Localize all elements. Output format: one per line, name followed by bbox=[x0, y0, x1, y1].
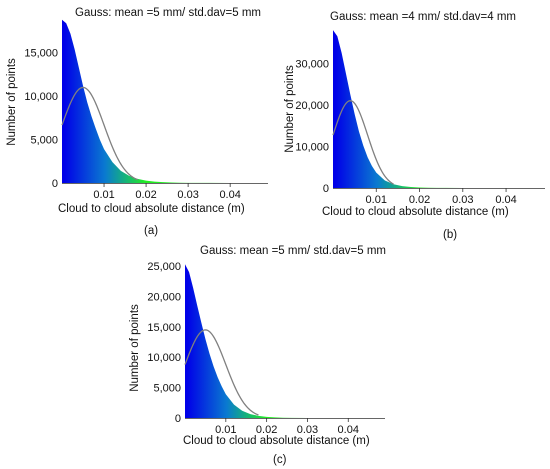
y-tick-label: 0 bbox=[323, 183, 329, 195]
y-tick-label: 10,000 bbox=[24, 91, 58, 103]
x-tick-label: 0.04 bbox=[495, 194, 516, 206]
y-tick-label: 20,000 bbox=[147, 291, 181, 303]
x-tick-label: 0.01 bbox=[215, 424, 236, 436]
x-tick-label: 0.03 bbox=[177, 189, 198, 201]
y-tick-label: 5,000 bbox=[30, 135, 58, 147]
x-axis-label: Cloud to cloud absolute distance (m) bbox=[58, 203, 245, 215]
y-tick-label: 5,000 bbox=[153, 383, 181, 395]
chart-caption: (b) bbox=[443, 229, 458, 241]
histogram-area bbox=[62, 19, 268, 183]
chart-title: Gauss: mean =4 mm/ std.dav=4 mm bbox=[330, 11, 516, 23]
x-tick-label: 0.04 bbox=[219, 189, 240, 201]
x-tick-label: 0.01 bbox=[93, 189, 114, 201]
y-tick-label: 0 bbox=[52, 178, 58, 190]
chart-panel-b: Gauss: mean =4 mm/ std.dav=4 mm Number o… bbox=[275, 0, 550, 241]
x-axis-label: Cloud to cloud absolute distance (m) bbox=[183, 435, 370, 447]
x-tick-label: 0.01 bbox=[366, 194, 387, 206]
x-tick-label: 0.03 bbox=[297, 424, 318, 436]
x-tick-label: 0.02 bbox=[256, 424, 277, 436]
chart-plot: 0.01 0.02 0.03 0.04 0 5,000 10,000 15,000 bbox=[24, 19, 268, 201]
chart-title: Gauss: mean =5 mm/ std.dav=5 mm bbox=[75, 7, 261, 19]
chart-panel-a: Gauss: mean =5 mm/ std.dav=5 mm Number o… bbox=[0, 0, 275, 240]
chart-caption: (c) bbox=[273, 454, 287, 466]
gauss-curve bbox=[184, 329, 259, 416]
y-tick-label: 15,000 bbox=[147, 322, 181, 334]
y-tick-label: 15,000 bbox=[24, 48, 58, 60]
histogram-area bbox=[333, 30, 545, 188]
x-axis-label: Cloud to cloud absolute distance (m) bbox=[322, 206, 509, 218]
gauss-curve bbox=[332, 100, 394, 185]
y-tick-label: 30,000 bbox=[295, 58, 329, 70]
chart-plot: 0.01 0.02 0.03 0.04 0 5,000 10,000 15,000 20,000… bbox=[147, 261, 385, 436]
x-tick-label: 0.03 bbox=[452, 194, 473, 206]
y-tick-label: 10,000 bbox=[295, 141, 329, 153]
x-tick-label: 0.02 bbox=[135, 189, 156, 201]
chart-title: Gauss: mean =5 mm/ std.dav=5 mm bbox=[200, 245, 386, 257]
y-tick-label: 0 bbox=[175, 413, 181, 425]
chart-caption: (a) bbox=[144, 225, 159, 237]
y-tick-label: 20,000 bbox=[295, 100, 329, 112]
y-tick-label: 25,000 bbox=[147, 261, 181, 273]
x-tick-label: 0.04 bbox=[338, 424, 359, 436]
chart-plot: 0.01 0.02 0.03 0.04 0 10,000 20,000 30,000 bbox=[295, 30, 545, 206]
x-tick-label: 0.02 bbox=[409, 194, 430, 206]
y-tick-label: 10,000 bbox=[147, 352, 181, 364]
gauss-curve bbox=[61, 86, 138, 181]
histogram-area bbox=[185, 264, 385, 418]
chart-panel-c: Gauss: mean =5 mm/ std.dav=5 mm Number o… bbox=[115, 238, 415, 469]
